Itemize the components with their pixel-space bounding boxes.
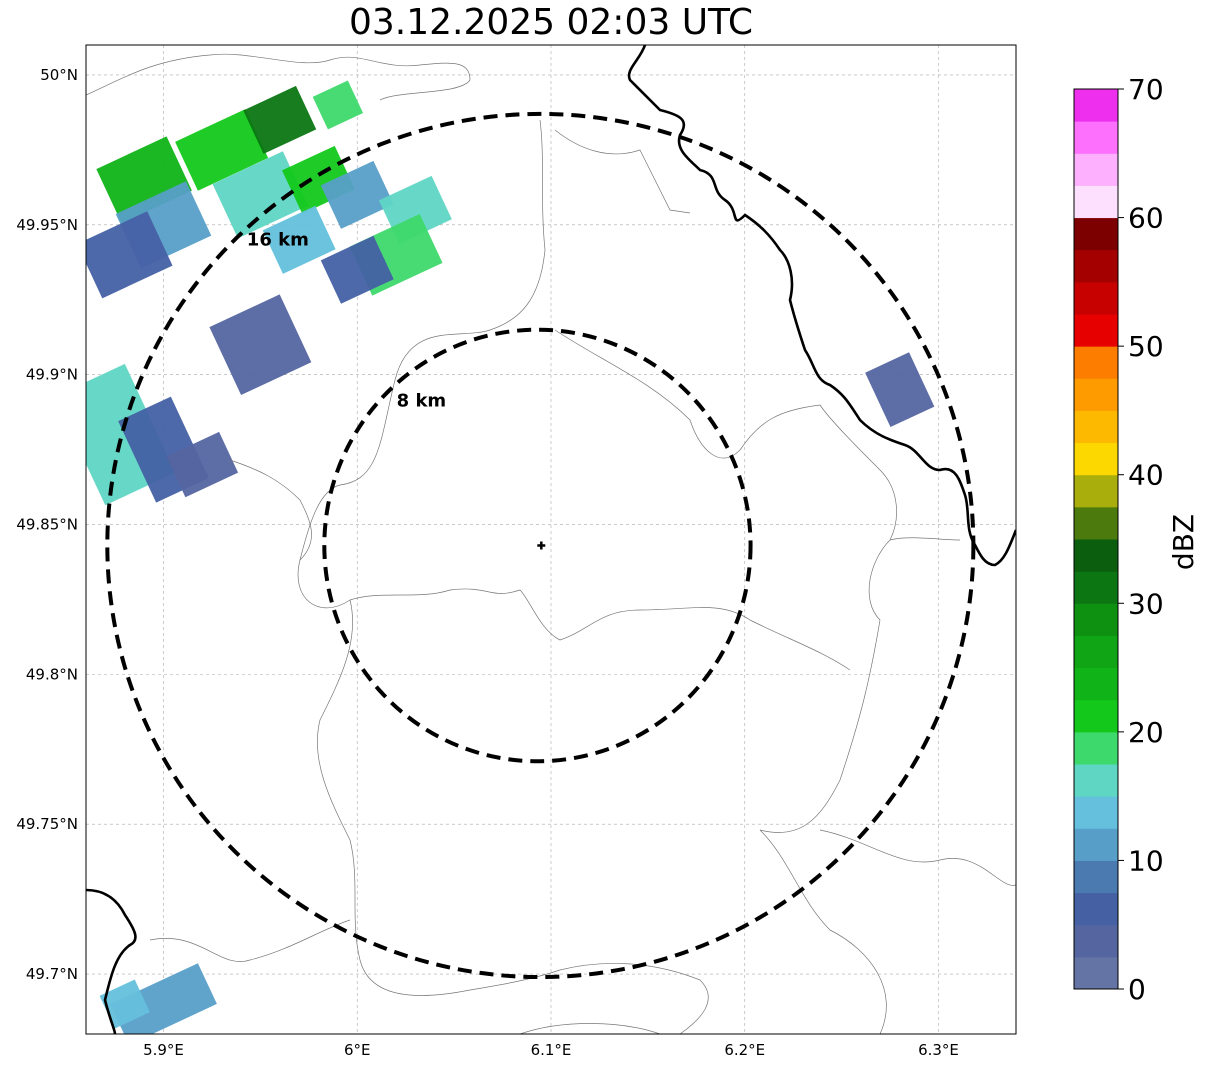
colorbar-segment [1074, 764, 1118, 797]
axis-ticks: 5.9°E 6°E 6.1°E 6.2°E 6.3°E 50°N 49.95°N 49.9°N… [16, 66, 959, 1059]
admin-border [229, 459, 312, 561]
admin-border [297, 119, 851, 671]
colorbar-segment [1074, 731, 1118, 765]
radar-site-marker [537, 541, 546, 550]
admin-border [317, 599, 561, 996]
admin-border [819, 829, 1016, 886]
range-ring-label: 8 km [397, 391, 447, 412]
colorbar-tick-label: 0 [1128, 973, 1146, 1006]
admin-border [149, 919, 351, 962]
colorbar-segment [1074, 185, 1118, 219]
map-title: 03.12.2025 02:03 UTC [348, 2, 754, 43]
x-tick-label: 6.3°E [918, 1041, 959, 1059]
map-plot-area: 8 km 16 km [86, 45, 1016, 1034]
colorbar-tick-label: 40 [1128, 459, 1164, 492]
colorbar-segment [1074, 635, 1118, 669]
admin-border [759, 829, 887, 1034]
radar-echo-cell [166, 431, 239, 498]
colorbar-segment [1074, 121, 1118, 154]
colorbar-segment [1074, 410, 1118, 444]
y-tick-label: 49.75°N [16, 815, 78, 833]
range-ring [322, 327, 753, 764]
radar-echo-cell [209, 294, 312, 396]
colorbar-segment [1074, 796, 1118, 829]
colorbar-segment [1074, 217, 1118, 251]
colorbar-segment [1074, 603, 1118, 636]
colorbar-segment [1074, 828, 1118, 861]
admin-border [86, 53, 471, 101]
colorbar-segment [1074, 860, 1118, 894]
range-rings [105, 111, 976, 980]
radar-echo-cell [312, 80, 364, 130]
colorbar-tick-label: 20 [1128, 716, 1164, 749]
colorbar-segment [1074, 924, 1118, 958]
radar-echo-cell [99, 979, 150, 1029]
admin-border [554, 329, 881, 471]
colorbar-segment [1074, 281, 1118, 315]
map-frame [85, 44, 1017, 1035]
national-border [86, 888, 137, 1034]
x-tick-label: 6°E [344, 1041, 371, 1059]
colorbar-segment [1074, 892, 1118, 926]
admin-borders [86, 53, 1016, 1034]
colorbar-tick-label: 30 [1128, 587, 1164, 620]
radar-echo-cell [320, 235, 394, 304]
y-tick-label: 49.95°N [16, 216, 78, 234]
radar-echo-cell [243, 85, 317, 154]
colorbar-segment [1074, 956, 1118, 990]
y-tick-label: 49.8°N [26, 665, 78, 683]
colorbar-segment [1074, 442, 1118, 476]
colorbar-segment [1074, 249, 1118, 283]
radar-echo-cell [320, 160, 394, 229]
y-tick-label: 49.7°N [26, 965, 78, 983]
admin-border [889, 537, 961, 541]
national-border [627, 45, 1016, 567]
colorbar-segment [1074, 346, 1118, 379]
colorbar-tick-label: 60 [1128, 202, 1164, 235]
colorbar-segment [1074, 89, 1118, 122]
y-tick-label: 49.9°N [26, 366, 78, 384]
colorbar-tick-label: 50 [1128, 330, 1164, 363]
radar-echo-cell [175, 109, 269, 191]
national-borders [86, 45, 1016, 1034]
radar-echo-cell [262, 205, 336, 274]
colorbar-unit-label: dBZ [1167, 514, 1200, 570]
colorbar-segment [1074, 314, 1118, 347]
colorbar-segment [1074, 378, 1118, 411]
colorbar-segment [1074, 667, 1118, 701]
admin-border [554, 129, 691, 214]
y-tick-label: 49.85°N [16, 516, 78, 534]
colorbar-tick-label: 10 [1128, 844, 1164, 877]
x-tick-label: 6.1°E [531, 1041, 572, 1059]
radar-echo-cell [110, 963, 217, 1034]
colorbar-segment [1074, 153, 1118, 186]
x-tick-label: 5.9°E [143, 1041, 184, 1059]
colorbar: 0 10 20 30 40 50 60 70 [1073, 73, 1164, 1006]
graticule [86, 45, 1016, 1034]
colorbar-segment [1074, 506, 1118, 540]
admin-border [559, 963, 709, 1034]
colorbar-segment [1074, 699, 1118, 733]
radar-echo-cell [86, 211, 173, 299]
admin-border [519, 1023, 661, 1034]
range-ring-label: 16 km [247, 230, 309, 251]
colorbar-frame [1073, 88, 1119, 990]
radar-echo-cell [865, 352, 935, 428]
x-tick-label: 6.2°E [724, 1041, 765, 1059]
colorbar-segment [1074, 474, 1118, 508]
radar-echoes [86, 80, 935, 1034]
admin-border [759, 469, 897, 833]
colorbar-segment [1074, 571, 1118, 604]
y-tick-label: 50°N [40, 66, 78, 84]
range-ring [105, 111, 976, 980]
colorbar-segment [1074, 539, 1118, 572]
range-ring-labels: 8 km 16 km [247, 230, 446, 412]
colorbar-tick-label: 70 [1128, 73, 1164, 106]
